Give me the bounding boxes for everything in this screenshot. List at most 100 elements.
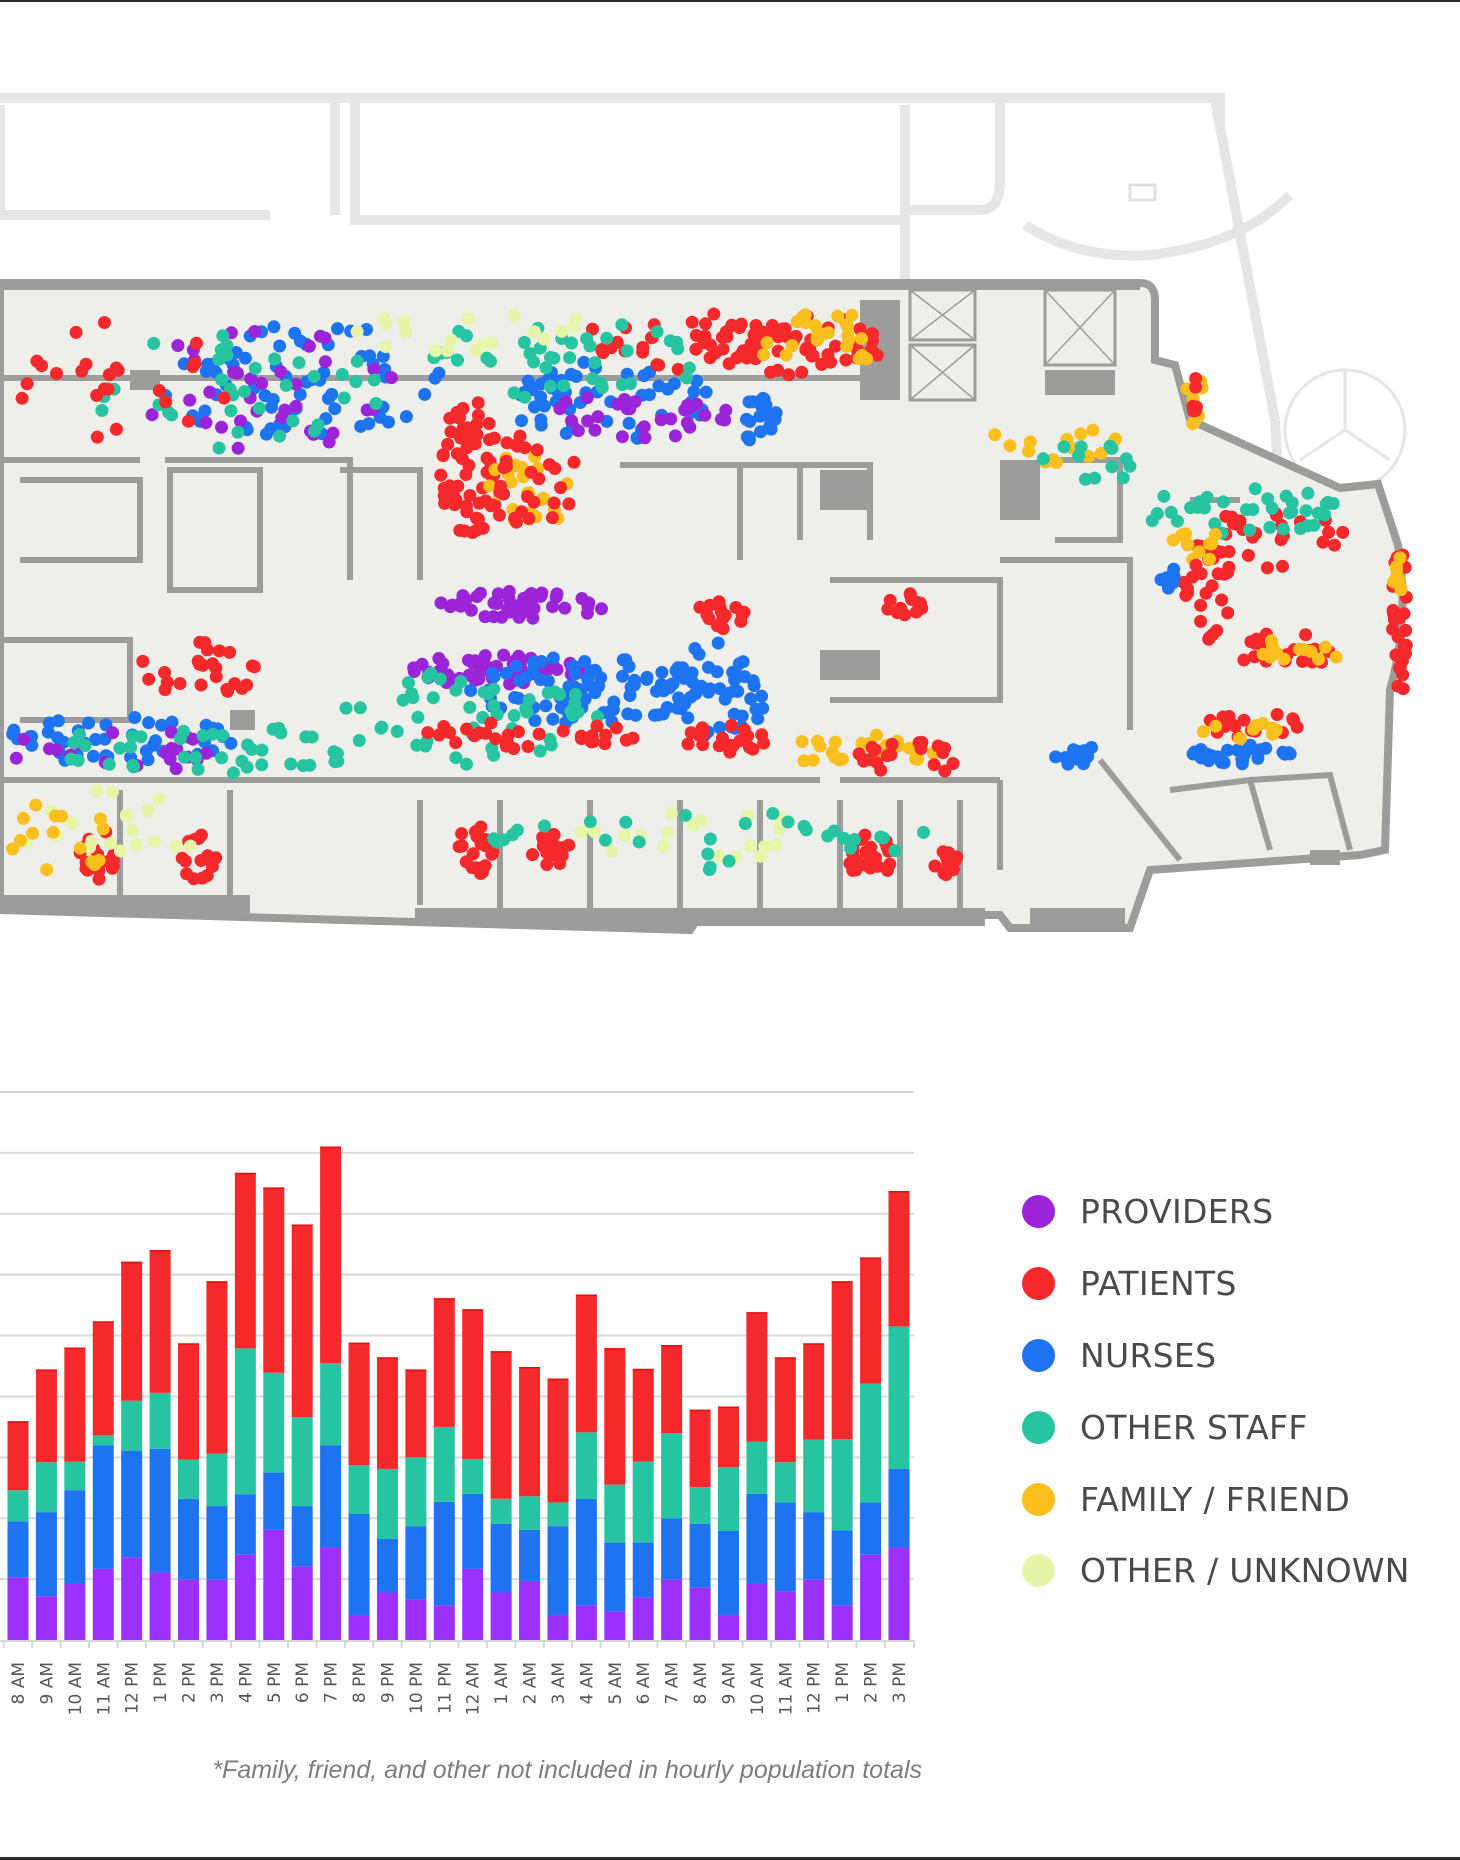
dot-patients [1299,628,1313,642]
bar-segment-patients [462,1309,484,1460]
dot-family-friend [16,811,30,825]
dot-other-staff [173,732,187,746]
dot-family-friend [1263,650,1277,664]
dot-other-staff [411,710,425,724]
dot-other-staff [224,404,238,418]
dot-patients [462,459,476,472]
dot-providers [17,732,31,746]
dot-other-unknown [152,792,166,806]
dot-other-unknown [657,839,671,853]
bar-segment-providers [348,1615,370,1640]
dot-other-staff [339,701,353,715]
bar-segment-nurses [64,1490,86,1584]
dot-family-friend [14,833,27,847]
bar-segment-nurses [860,1502,882,1555]
dot-providers [9,751,23,765]
dot-providers [248,325,262,338]
legend-label: PATIENTS [1080,1264,1237,1304]
dot-providers [275,411,289,425]
dot-other-staff [303,758,317,772]
x-axis-label: 2 PM [862,1662,882,1703]
bar-segment-patients [291,1224,313,1418]
dot-family-friend [1393,551,1407,565]
dot-patients [455,827,469,841]
legend-item-patients: PATIENTS [1022,1248,1452,1320]
bar-segment-nurses [206,1506,228,1580]
dot-other-staff [583,339,597,353]
dot-patients [928,859,942,873]
dot-other-staff [619,815,633,829]
bar-group [831,1281,853,1640]
dot-patients [480,451,494,465]
dot-patients [186,360,200,374]
dot-other-unknown [574,825,588,839]
dot-nurses [650,684,663,698]
bar-segment-other-staff [717,1467,739,1532]
dot-other-staff [537,819,551,833]
dot-other-staff [352,734,366,747]
dot-nurses [647,708,661,722]
dot-patients [509,515,523,529]
dot-nurses [755,689,769,703]
dot-nurses [432,366,446,380]
bar-segment-other-staff [149,1392,171,1449]
dot-patients [795,365,809,379]
bar-segment-nurses [462,1493,484,1569]
dot-other-staff [268,352,282,366]
dot-patients [196,658,210,672]
dot-patients [696,727,710,741]
bar-segment-other-staff [632,1461,654,1543]
dot-providers [415,657,429,671]
dot-patients [532,472,546,486]
dot-other-unknown [129,838,143,852]
nurses-dot-icon [1022,1338,1055,1372]
dot-patients [712,595,726,609]
legend-item-providers: PROVIDERS [1022,1176,1452,1248]
dot-other-staff [374,721,388,735]
dot-patients [765,319,779,332]
bar-group [263,1187,285,1640]
bar-segment-other-staff [661,1432,683,1519]
bar-segment-nurses [433,1501,455,1606]
x-axis-label: 1 PM [151,1662,171,1703]
dot-providers [588,423,602,437]
bar-segment-providers [64,1583,86,1640]
dot-patients [590,719,604,733]
dot-family-friend [1023,435,1037,449]
dot-other-unknown [507,309,521,323]
dot-nurses [655,665,669,679]
dot-nurses [534,418,548,432]
dot-providers [50,743,64,757]
dot-other-unknown [769,838,783,852]
dot-other-staff [134,730,148,744]
bottom-border [0,1857,1460,1860]
dot-patients [540,858,554,871]
bar-segment-patients [632,1369,654,1462]
bar-segment-other-staff [689,1487,711,1524]
dot-family-friend [798,308,812,322]
dot-patients [714,605,728,619]
dot-patients [866,334,879,348]
dot-other-staff [876,831,890,845]
dot-nurses [521,374,535,388]
dot-family-friend [852,352,866,366]
dot-family-friend [1329,650,1343,664]
dot-patients [610,335,624,349]
dot-patients [1237,713,1251,727]
dot-family-friend [785,339,799,353]
x-axis-label: 10 AM [748,1662,768,1715]
dot-other-staff [231,425,245,439]
x-axis-label: 7 PM [322,1662,342,1703]
dot-patients [190,336,203,350]
dot-patients [530,443,544,457]
dot-other-staff [454,675,468,689]
dot-other-unknown [485,336,499,350]
dot-nurses [747,679,761,693]
dot-other-staff [255,743,269,757]
bar-segment-providers [121,1557,143,1640]
dot-other-staff [191,762,205,776]
dot-family-friend [1209,719,1223,733]
dot-providers [199,416,213,430]
x-axis-label: 4 AM [577,1662,597,1705]
dot-other-unknown [618,829,632,842]
